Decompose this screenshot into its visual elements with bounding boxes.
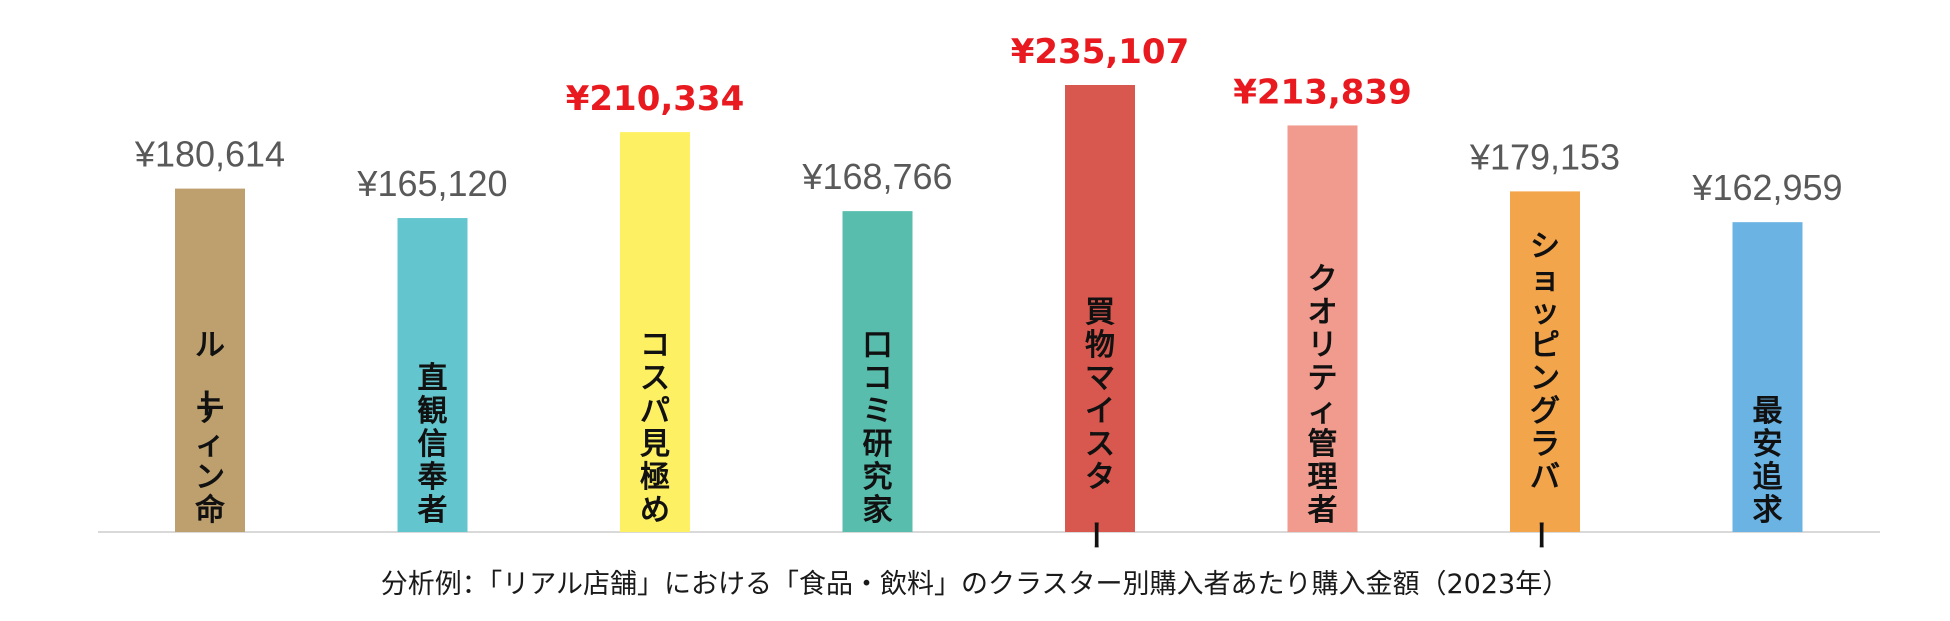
value-labels-layer: ¥180,614 ¥165,120 ¥210,334 ¥168,766 ¥235,107…: [134, 32, 1843, 208]
category-label-1: ルーティン命: [187, 328, 226, 528]
bar-6: [1287, 125, 1358, 533]
value-label-8: ¥162,959: [1691, 167, 1842, 208]
category-label-6: クオリティ管理者: [1308, 262, 1338, 528]
value-label-7: ¥179,153: [1469, 136, 1620, 177]
value-label-1: ¥180,614: [134, 134, 285, 175]
bar-3: [620, 132, 690, 532]
chart-caption: 分析例：「リアル店舗」における「食品・飲料」のクラスター別購入者あたり購入金額（…: [381, 569, 1569, 600]
value-label-6: ¥213,839: [1233, 72, 1412, 112]
value-label-3: ¥210,334: [566, 79, 745, 119]
bars-layer: [175, 85, 1803, 533]
category-label-4: 口コミ研究家: [863, 328, 893, 528]
category-label-7: ショッピングラバー: [1522, 229, 1560, 550]
bar-2: [397, 218, 468, 532]
bar-labels-layer: ルーティン命 直観信奉者 コスパ見極め 口コミ研究家 買物マイスター クオリティ管理者 ショ…: [187, 229, 1783, 550]
value-label-5: ¥235,107: [1011, 32, 1190, 72]
category-label-5: 買物マイスター: [1077, 295, 1115, 550]
category-label-3: コスパ見極め: [640, 328, 670, 528]
bar-7: [1510, 191, 1580, 532]
value-label-2: ¥165,120: [356, 163, 507, 204]
bar-4: [842, 211, 913, 532]
bar-8: [1732, 222, 1803, 533]
bar-5: [1065, 85, 1135, 532]
category-label-2: 直観信奉者: [418, 361, 449, 528]
category-label-8: 最安追求: [1753, 394, 1783, 528]
bar-1: [175, 188, 245, 532]
value-label-4: ¥168,766: [801, 156, 952, 197]
